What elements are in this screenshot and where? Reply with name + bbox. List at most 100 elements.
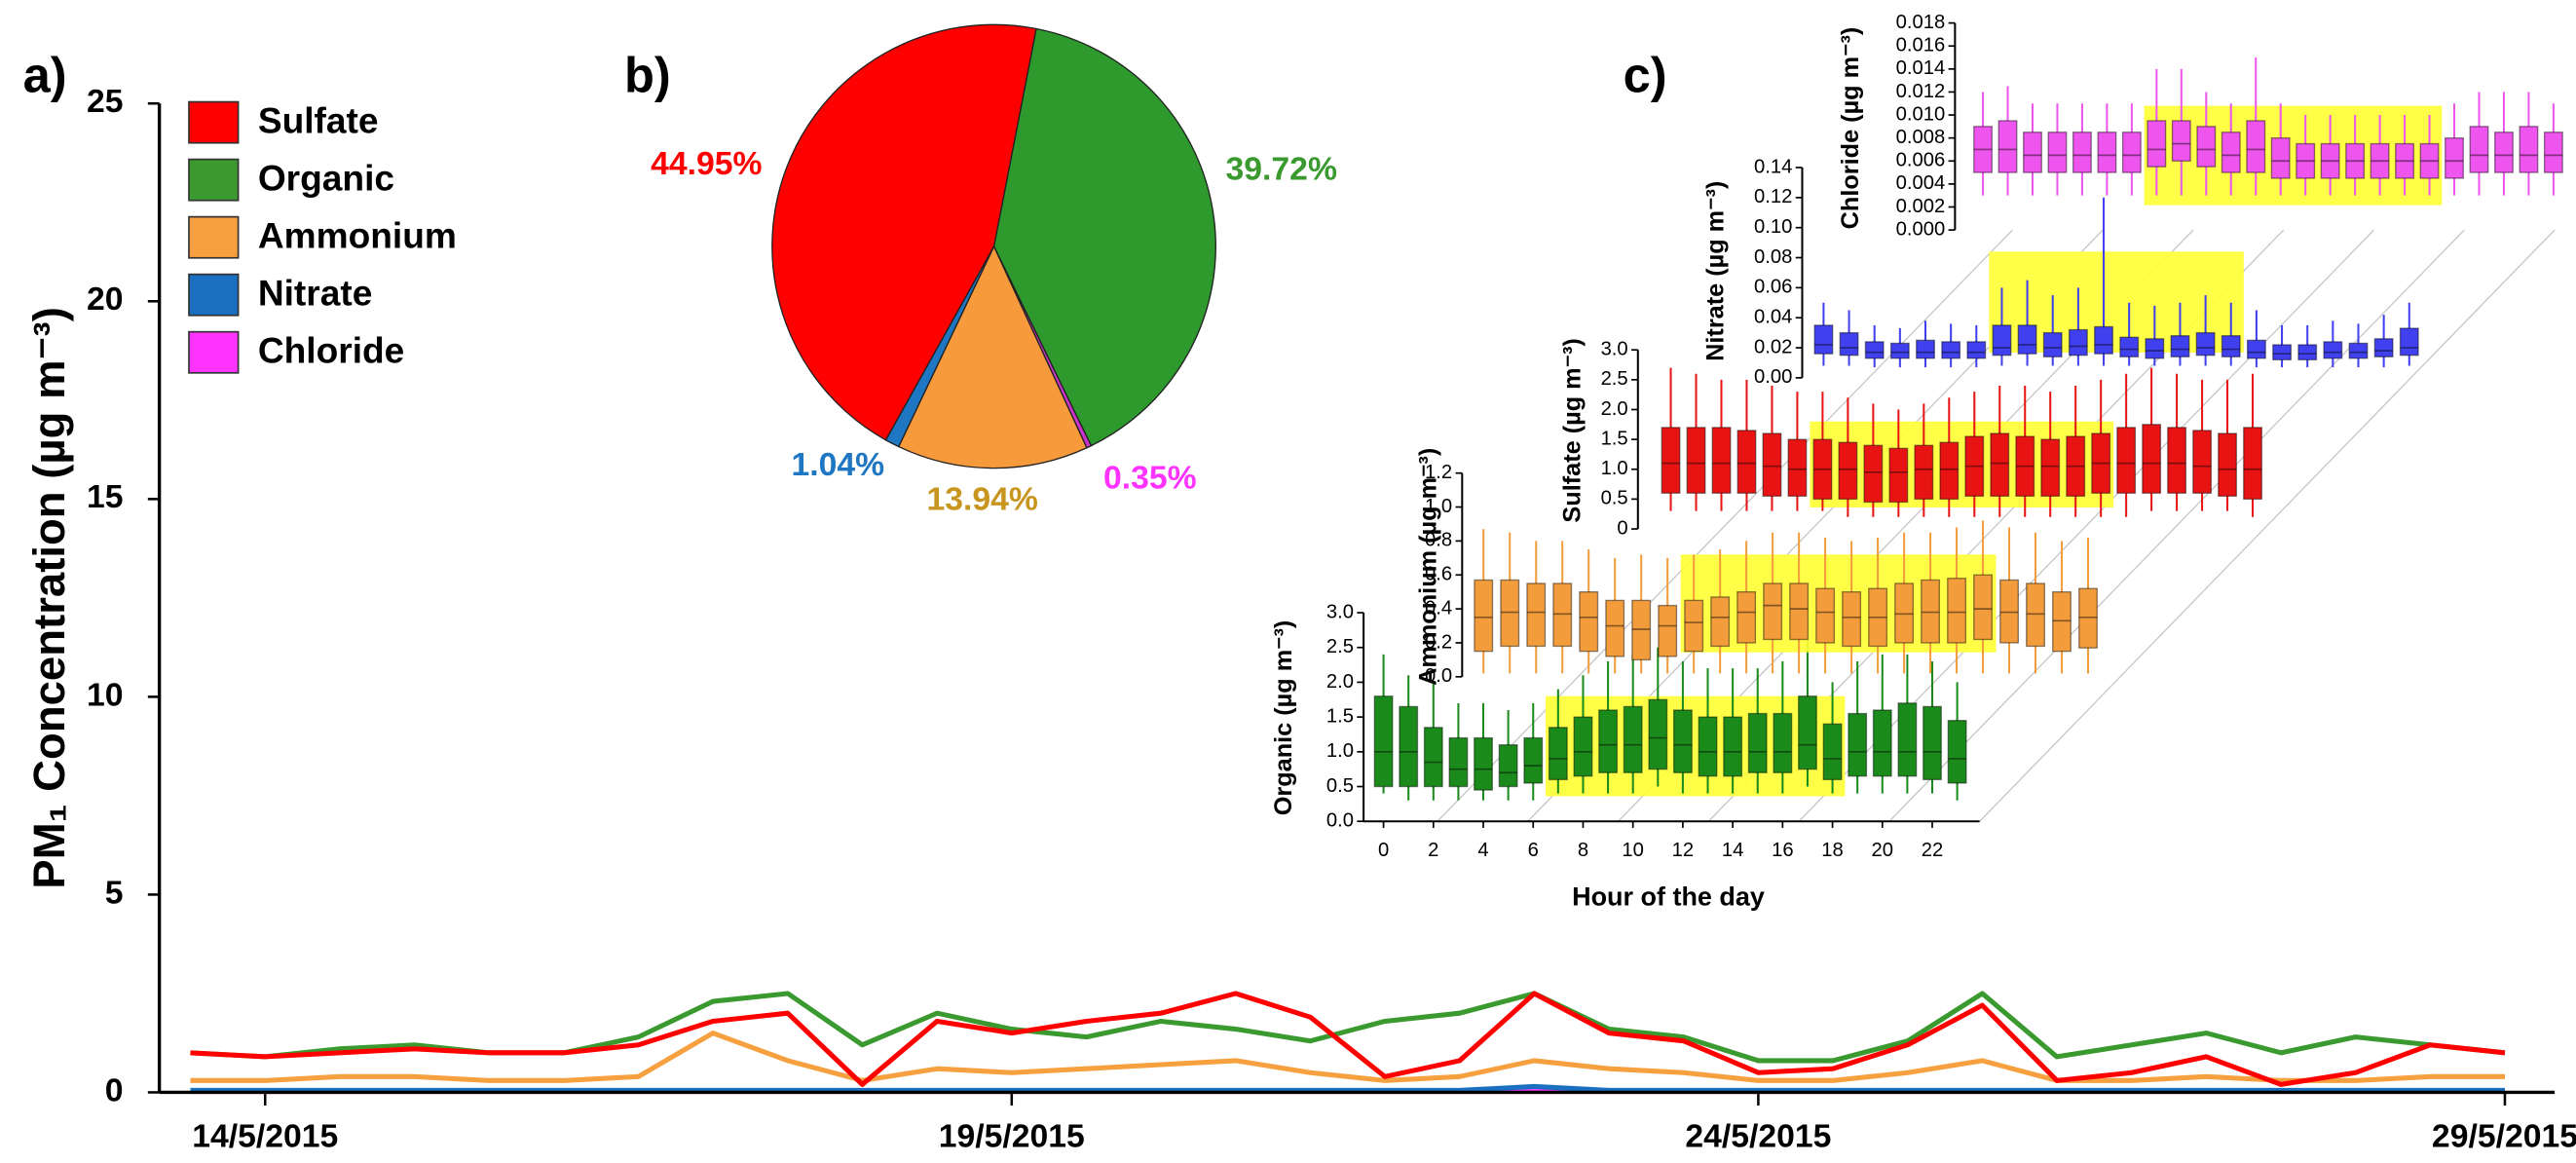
box [1598,709,1619,773]
box [1921,579,1941,644]
box [2042,331,2063,357]
box [2170,335,2190,357]
box [1605,599,1625,657]
y-tick-label: 0.2 [1425,631,1452,653]
box [2519,126,2539,173]
box [1631,599,1652,661]
box [2320,142,2340,179]
box [2218,432,2238,498]
box [1747,712,1768,773]
box [2445,136,2464,179]
box [2243,427,2262,501]
box [1997,120,2018,173]
guide-line [1798,229,2374,822]
box [2370,142,2390,179]
y-tick-label: 0.008 [1896,127,1946,148]
box [1698,716,1718,777]
legend-label: Ammonium [258,214,457,255]
box [1373,695,1394,788]
y-axis-label: Nitrate (µg m⁻³) [1701,181,1729,361]
pie-label: 13.94% [927,480,1038,517]
box [1947,578,1967,644]
y-tick-label: 0.6 [1425,564,1452,585]
box [1990,432,2010,498]
x-tick-label: 2 [1428,840,1438,861]
box [1498,744,1518,788]
y-tick-label: 0.00 [1754,366,1792,388]
box [2221,131,2241,173]
box [1684,599,1704,653]
box [2097,131,2117,173]
y-tick-label: 5 [105,874,124,911]
y-axis-label: PM₁ Concentration (µg m⁻³) [24,307,74,888]
x-tick-label: 10 [1622,840,1644,861]
box [1947,720,1967,784]
box [1710,596,1731,648]
box [1686,427,1706,494]
x-tick-label: 14 [1722,840,1744,861]
y-tick-label: 0.010 [1896,103,1946,125]
box [1888,447,1909,504]
y-tick-label: 0.0 [1326,810,1354,832]
y-tick-label: 0.8 [1425,530,1452,551]
box [1839,331,1859,356]
box [1838,441,1858,501]
y-axis-label: Organic (µg m⁻³) [1270,620,1297,816]
box [1711,427,1732,494]
box [2023,131,2042,173]
box [1448,736,1469,788]
x-tick-label: 0 [1378,840,1389,861]
legend-swatch [188,100,240,144]
pie-label: 1.04% [791,446,884,483]
legend-label: Organic [258,157,394,198]
box [1798,695,1817,770]
box [2348,342,2369,359]
highlight [1546,695,1846,797]
box [1864,341,1885,359]
legend-swatch [188,330,240,374]
pie-slice [771,23,1037,441]
box [2246,120,2266,173]
y-tick-label: 0.0 [1425,665,1452,687]
box [1474,736,1493,791]
highlight [1680,554,1997,653]
box [1964,435,1985,498]
box [2323,341,2343,359]
x-axis-label: Hour of the day [1572,882,1765,912]
y-tick-label: 2.0 [1326,671,1354,693]
box [2395,142,2415,179]
y-tick-label: 0.04 [1754,307,1792,328]
x-tick-label: 18 [1821,840,1844,861]
y-tick-label: 1.0 [1326,740,1354,762]
box [1815,587,1836,644]
box [1552,582,1573,648]
y-tick-label: 10 [87,676,124,713]
y-tick-label: 3.0 [1601,339,1628,360]
box [1763,582,1783,641]
box [2121,131,2142,173]
pie-slice [992,27,1216,447]
y-tick-label: 2.5 [1601,368,1628,390]
pie-label: 39.72% [1226,150,1337,187]
y-tick-label: 0 [105,1071,124,1108]
box [2094,325,2113,355]
box [1894,582,1915,644]
y-tick-label: 0.02 [1754,336,1792,357]
panel-label: a) [23,47,67,102]
box [2192,430,2213,494]
box [1973,126,1993,173]
box [1661,427,1681,494]
box [1789,582,1810,641]
box [1658,604,1678,657]
box [2195,331,2216,356]
panel-label: c) [1624,47,1667,102]
box [2246,339,2266,359]
box [2119,336,2140,357]
box [1773,712,1793,773]
y-tick-label: 0.002 [1896,196,1946,217]
box [2147,120,2167,168]
box [1573,716,1593,777]
box [2270,136,2291,179]
box [1526,582,1547,648]
